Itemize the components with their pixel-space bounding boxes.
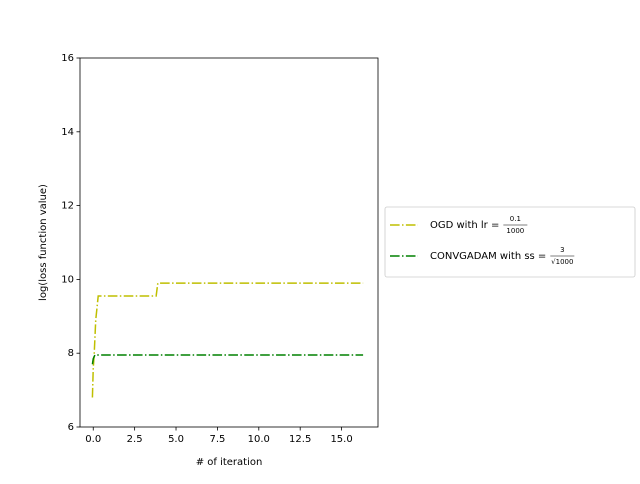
x-tick-label: 2.5 — [127, 434, 143, 445]
y-tick-label: 16 — [61, 53, 74, 64]
y-tick-label: 10 — [61, 274, 74, 285]
legend-fraction-num: 0.1 — [510, 215, 521, 223]
y-tick-label: 6 — [68, 422, 74, 433]
series-line — [91, 354, 364, 365]
x-tick-label: 5.0 — [168, 434, 184, 445]
x-tick-label: 10.0 — [248, 434, 270, 445]
y-tick-label: 14 — [61, 127, 74, 138]
x-axis-label: # of iteration — [196, 457, 263, 468]
y-axis-label: log(loss function value) — [38, 184, 49, 301]
legend-box — [384, 206, 636, 278]
x-tick-label: 0.0 — [85, 434, 101, 445]
legend-fraction-den: √1000 — [551, 258, 573, 266]
x-tick-label: 15.0 — [330, 434, 352, 445]
legend-fraction-num: 3 — [560, 246, 564, 254]
x-tick-label: 12.5 — [289, 434, 311, 445]
x-tick-label: 7.5 — [209, 434, 225, 445]
axes-frame — [79, 57, 379, 428]
legend-fraction-den: 1000 — [506, 227, 524, 235]
legend-label: CONVGADAM with ss = — [430, 251, 546, 262]
y-tick-label: 8 — [68, 348, 74, 359]
legend-label: OGD with lr = — [430, 220, 499, 231]
y-tick-label: 12 — [61, 201, 74, 212]
